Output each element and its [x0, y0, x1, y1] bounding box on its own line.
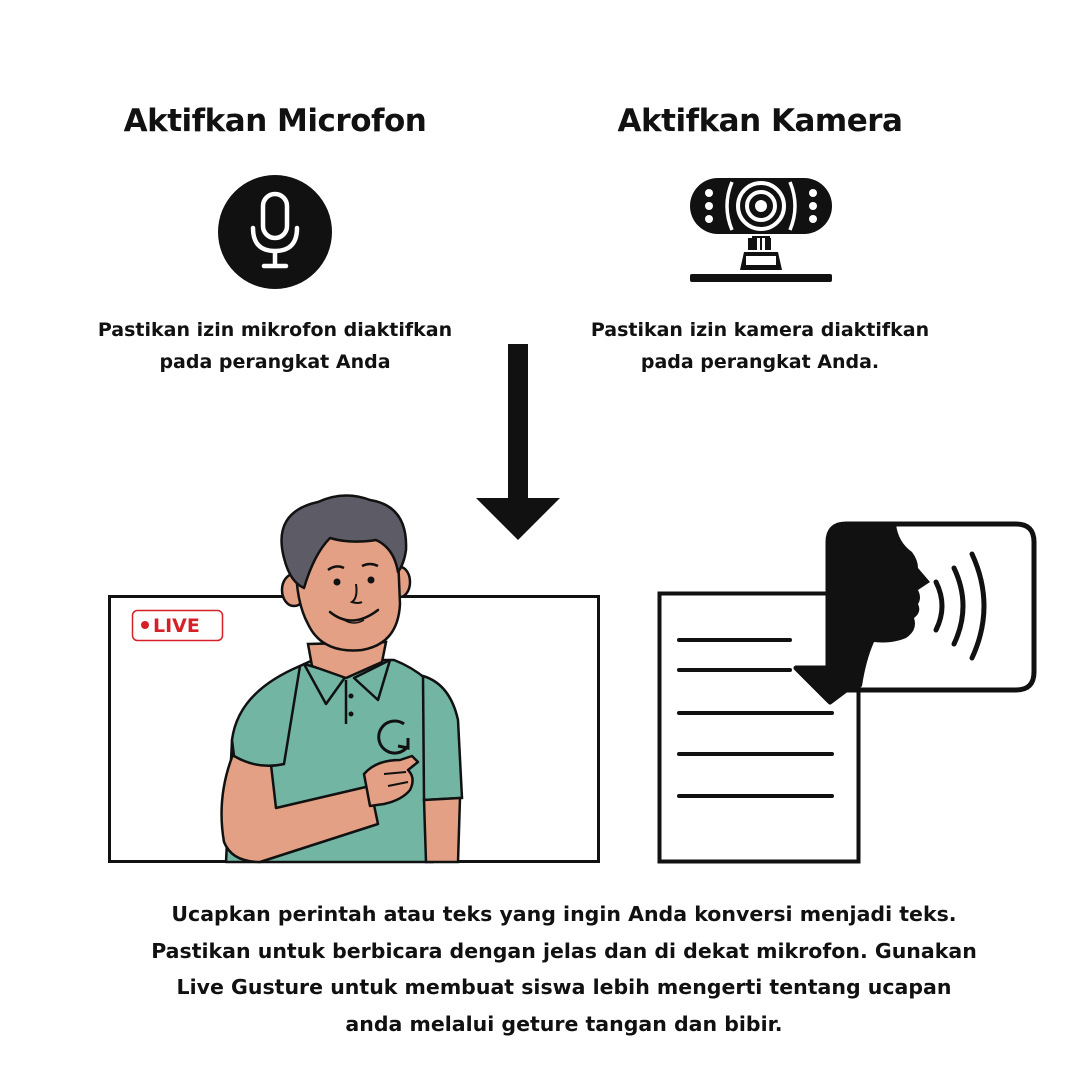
microphone-icon[interactable]	[218, 175, 332, 293]
microphone-caption: Pastikan izin mikrofon diaktifkan pada p…	[75, 314, 475, 378]
instructions-line-4: anda melalui geture tangan dan bibir.	[345, 1011, 783, 1036]
microphone-heading: Aktifkan Microfon	[123, 103, 427, 139]
microphone-caption-line-1: Pastikan izin mikrofon diaktifkan	[97, 319, 453, 341]
live-dot-icon	[141, 621, 149, 629]
live-badge	[131, 609, 224, 642]
live-badge-label: LIVE	[153, 615, 200, 637]
webcam-icon[interactable]	[688, 176, 834, 290]
live-stream-frame: LIVE	[108, 494, 602, 870]
speaking-head-icon	[793, 521, 1037, 705]
instructions-line-3: Live Gusture untuk membuat siswa lebih m…	[176, 975, 952, 999]
camera-caption: Pastikan izin kamera diaktifkan pada per…	[560, 314, 960, 378]
camera-heading: Aktifkan Kamera	[617, 103, 903, 139]
camera-caption-line-2: pada perangkat Anda.	[640, 351, 880, 373]
instructions-text: Ucapkan perintah atau teks yang ingin An…	[90, 896, 1038, 1042]
speech-to-text-illustration	[656, 520, 1038, 870]
arrow-down-icon	[476, 344, 560, 546]
microphone-caption-line-2: pada perangkat Anda	[159, 351, 391, 373]
camera-caption-line-1: Pastikan izin kamera diaktifkan	[590, 319, 930, 341]
instructions-line-2: Pastikan untuk berbicara dengan jelas da…	[151, 938, 977, 963]
instructions-line-1: Ucapkan perintah atau teks yang ingin An…	[171, 902, 957, 926]
